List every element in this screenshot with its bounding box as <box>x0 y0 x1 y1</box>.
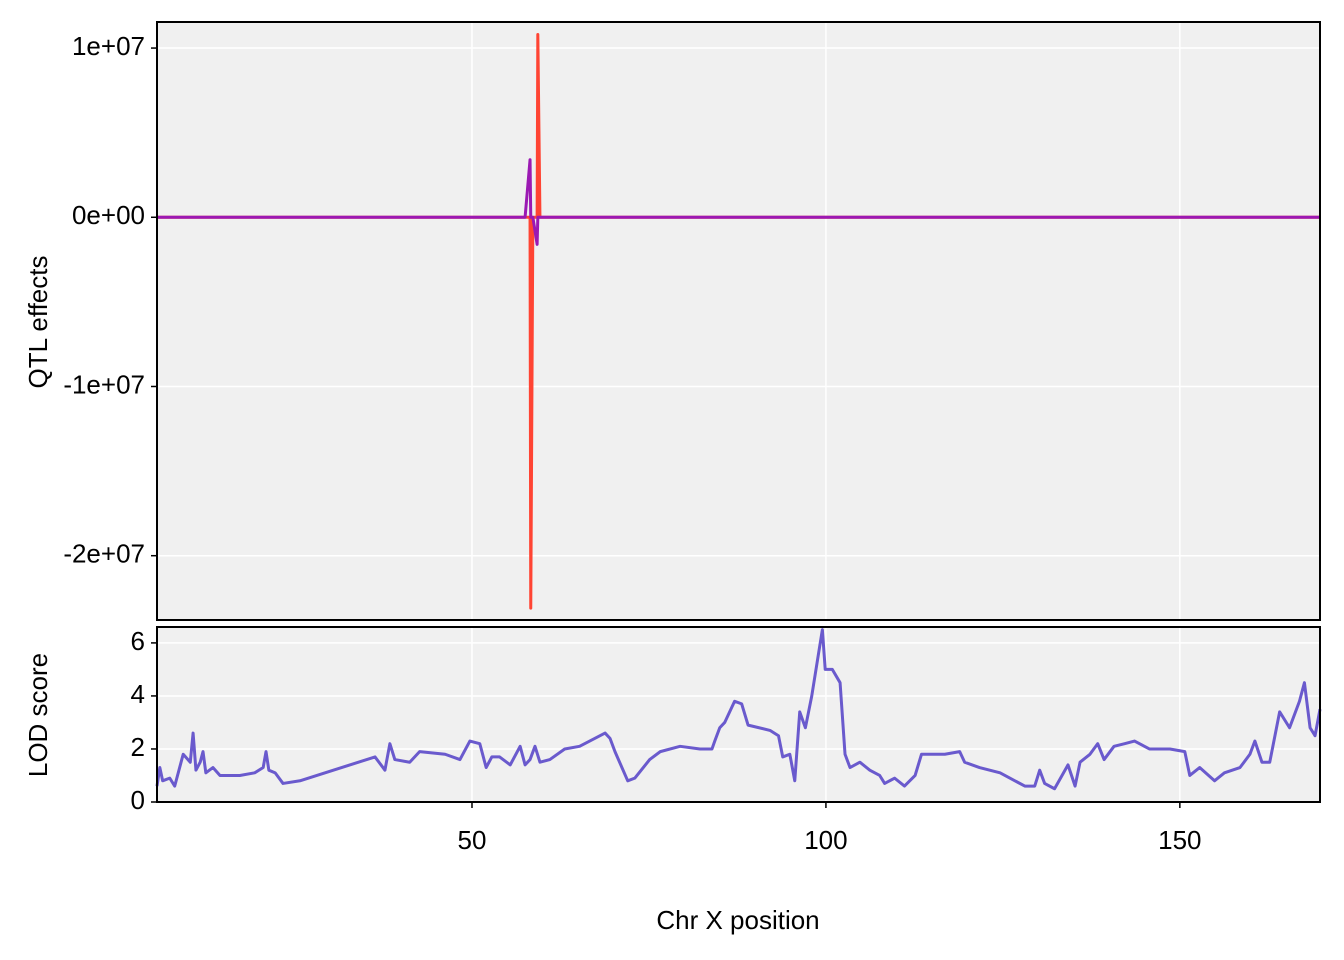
y-tick-label: 0e+00 <box>72 200 145 230</box>
x-tick-label: 100 <box>804 825 847 855</box>
y-tick-label: 4 <box>131 679 145 709</box>
y-tick-label: 6 <box>131 626 145 656</box>
y-tick-label: 2 <box>131 732 145 762</box>
data-line <box>155 628 1322 791</box>
x-tick-label: 150 <box>1158 825 1201 855</box>
plot-panel <box>157 22 1320 620</box>
y-axis-label: LOD score <box>23 653 53 777</box>
panel-border <box>156 626 1321 803</box>
y-tick-label: -1e+07 <box>63 369 145 399</box>
panel-border <box>156 21 1321 621</box>
data-line <box>157 158 1320 246</box>
plot-panel <box>157 627 1320 802</box>
x-tick-label: 50 <box>458 825 487 855</box>
y-tick-label: 1e+07 <box>72 31 145 61</box>
y-tick-label: 0 <box>131 785 145 815</box>
y-axis-label: QTL effects <box>23 256 53 389</box>
y-tick-label: -2e+07 <box>63 539 145 569</box>
x-axis-label: Chr X position <box>656 905 819 935</box>
